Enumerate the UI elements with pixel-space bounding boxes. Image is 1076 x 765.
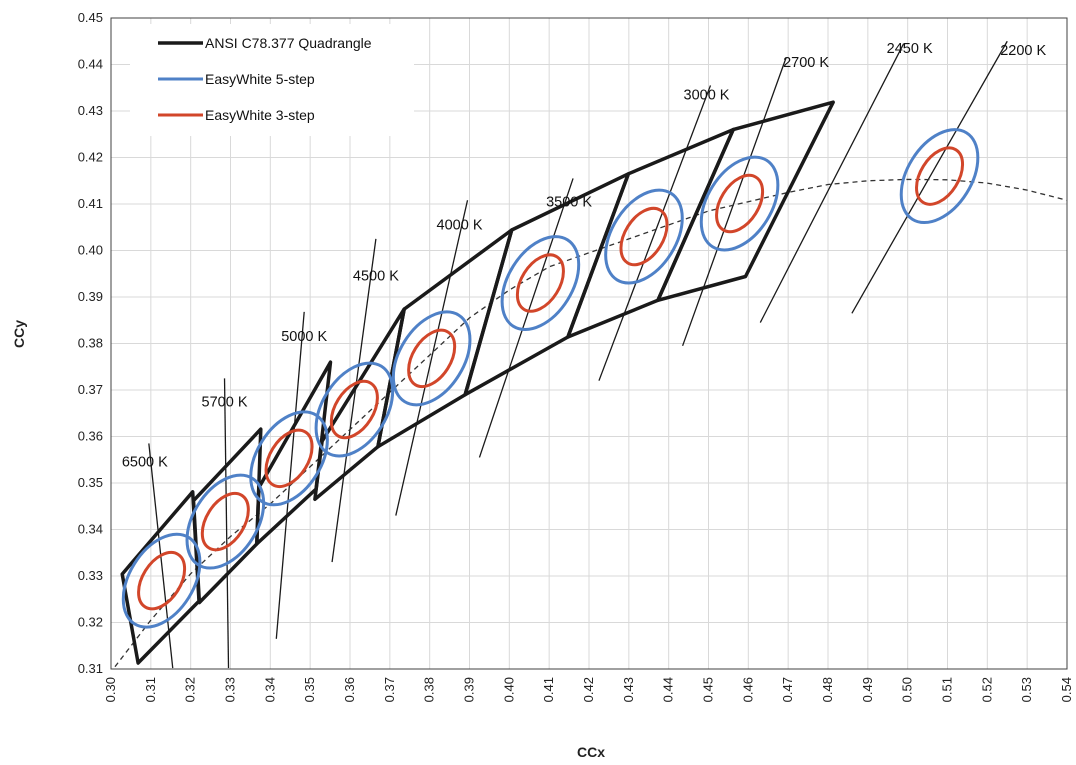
cct-label: 5000 K — [281, 329, 327, 345]
y-tick-label: 0.32 — [78, 615, 103, 630]
x-tick-label: 0.36 — [342, 677, 357, 702]
cct-label: 6500 K — [122, 455, 168, 471]
y-tick-label: 0.40 — [78, 243, 103, 258]
y-tick-label: 0.44 — [78, 57, 103, 72]
x-tick-label: 0.42 — [581, 677, 596, 702]
x-tick-label: 0.50 — [900, 677, 915, 702]
x-tick-label: 0.46 — [740, 677, 755, 702]
x-tick-label: 0.37 — [382, 677, 397, 702]
legend: ANSI C78.377 Quadrangle EasyWhite 5-step… — [130, 24, 414, 136]
x-tick-label: 0.48 — [820, 677, 835, 702]
y-tick-label: 0.37 — [78, 382, 103, 397]
x-tick-label: 0.52 — [979, 677, 994, 702]
y-tick-label: 0.43 — [78, 103, 103, 118]
x-tick-label: 0.30 — [103, 677, 118, 702]
y-tick-label: 0.39 — [78, 289, 103, 304]
cct-label: 3000 K — [684, 87, 730, 103]
x-tick-label: 0.31 — [143, 677, 158, 702]
x-tick-label: 0.47 — [780, 677, 795, 702]
cct-label: 4000 K — [437, 218, 483, 234]
y-tick-label: 0.36 — [78, 429, 103, 444]
y-tick-label: 0.42 — [78, 150, 103, 165]
x-axis-title: CCx — [577, 744, 605, 760]
legend-label-three-step: EasyWhite 3-step — [205, 107, 315, 123]
x-tick-label: 0.34 — [262, 677, 277, 702]
y-tick-label: 0.34 — [78, 522, 103, 537]
x-tick-label: 0.43 — [621, 677, 636, 702]
x-tick-label: 0.33 — [223, 677, 238, 702]
x-tick-label: 0.32 — [183, 677, 198, 702]
cct-label: 2450 K — [887, 41, 933, 57]
x-tick-label: 0.53 — [1019, 677, 1034, 702]
x-tick-label: 0.41 — [541, 677, 556, 702]
cct-label: 3500 K — [546, 194, 592, 210]
y-tick-label: 0.45 — [78, 10, 103, 25]
cct-label: 4500 K — [353, 269, 399, 285]
x-tick-label: 0.40 — [501, 677, 516, 702]
x-tick-label: 0.51 — [940, 677, 955, 702]
cct-label: 5700 K — [202, 394, 248, 410]
x-tick-label: 0.39 — [462, 677, 477, 702]
y-tick-label: 0.33 — [78, 568, 103, 583]
y-tick-labels: 0.31 0.32 0.33 0.34 0.35 0.36 0.37 0.38 0.39 0.40… — [78, 10, 103, 676]
y-tick-label: 0.41 — [78, 196, 103, 211]
x-tick-label: 0.38 — [422, 677, 437, 702]
x-tick-label: 0.54 — [1059, 677, 1074, 702]
cct-label: 2700 K — [783, 55, 829, 71]
cct-label: 2200 K — [1000, 43, 1046, 59]
legend-label-quadrangle: ANSI C78.377 Quadrangle — [205, 35, 372, 51]
x-tick-label: 0.45 — [701, 677, 716, 702]
y-tick-label: 0.31 — [78, 661, 103, 676]
x-tick-label: 0.35 — [302, 677, 317, 702]
y-axis-title: CCy — [11, 320, 27, 348]
legend-label-five-step: EasyWhite 5-step — [205, 71, 315, 87]
x-tick-label: 0.49 — [860, 677, 875, 702]
y-tick-label: 0.38 — [78, 336, 103, 351]
x-tick-label: 0.44 — [661, 677, 676, 702]
y-tick-label: 0.35 — [78, 475, 103, 490]
